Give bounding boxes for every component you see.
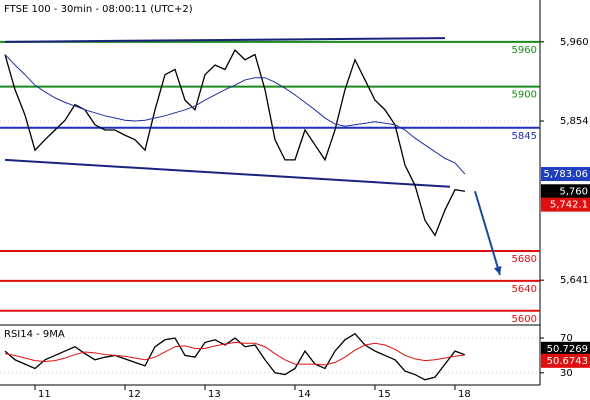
level-label: 5900 <box>512 90 537 101</box>
y-tick-label: 70 <box>560 333 573 344</box>
y-tick-label: 5,960 <box>560 37 589 48</box>
x-tick-label: 15 <box>378 389 391 400</box>
value-tag <box>541 353 590 368</box>
trendline <box>4 37 446 43</box>
price-tag <box>541 197 590 212</box>
price-tag-label: 5,783.06 <box>543 169 588 180</box>
level-label: 5640 <box>512 284 537 295</box>
panel-title: RSI14 - 9MA <box>4 329 65 340</box>
arrow-head <box>493 266 502 275</box>
level-label: 5845 <box>512 131 537 142</box>
x-tick-label: 13 <box>208 389 221 400</box>
value-tag <box>541 341 590 356</box>
trendline <box>4 158 451 188</box>
y-tick-label: 5,854 <box>560 116 589 127</box>
level-label: 5960 <box>512 45 537 56</box>
x-tick-label: 12 <box>128 389 141 400</box>
value-tag-label: 50.7269 <box>547 344 588 355</box>
series-line <box>4 54 466 175</box>
series-line <box>4 341 466 366</box>
arrow <box>474 190 501 276</box>
price-tag-label: 5,742.1 <box>550 200 588 211</box>
x-tick-label: 14 <box>298 389 311 400</box>
price-tag <box>541 184 590 199</box>
level-label: 5680 <box>512 254 537 265</box>
price-tag-label: 5,760 <box>559 186 588 197</box>
series-line <box>4 332 466 381</box>
price-tag <box>541 167 590 182</box>
x-tick-label: 18 <box>458 389 471 400</box>
level-label: 5600 <box>512 314 537 325</box>
y-tick-label: 5,641 <box>560 275 589 286</box>
value-tag-label: 50.6743 <box>547 356 588 367</box>
x-tick-label: 11 <box>38 389 51 400</box>
y-tick-label: 30 <box>560 368 573 379</box>
panel-title: FTSE 100 - 30min - 08:00:11 (UTC+2) <box>4 4 193 15</box>
